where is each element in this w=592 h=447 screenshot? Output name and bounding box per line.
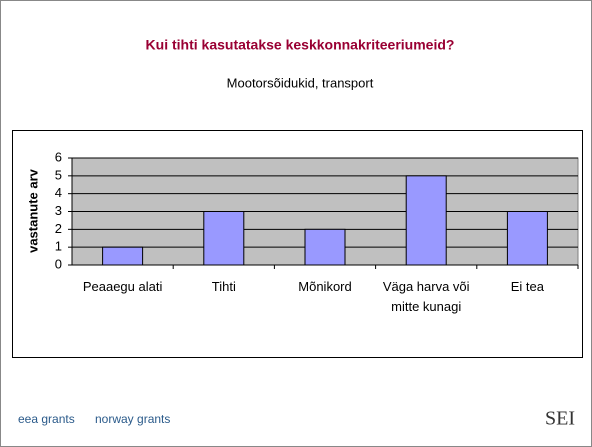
- bar: [304, 228, 346, 266]
- logo-eea: eea grants: [18, 412, 75, 426]
- bar: [405, 175, 447, 266]
- y-tick-label: 2: [55, 221, 62, 236]
- logo-norway: norway grants: [95, 412, 170, 426]
- x-tick-label: Mõnikord: [298, 279, 352, 294]
- x-tick-label: Peaaegu alati: [82, 279, 163, 294]
- x-tick-label: Ei tea: [510, 279, 545, 294]
- y-tick-label: 6: [55, 149, 62, 164]
- chart-frame: [12, 130, 583, 358]
- bar: [203, 211, 245, 266]
- y-tick-label: 1: [55, 239, 62, 254]
- chart-subtitle: Mootorsõidukid, transport: [227, 75, 374, 90]
- logo-sei: SEI: [545, 408, 575, 430]
- chart-title: Kui tihti kasutatakse keskkonnakriteeriu…: [146, 37, 455, 53]
- y-tick-label: 0: [55, 256, 62, 271]
- y-tick-label: 5: [55, 167, 62, 182]
- bar: [102, 246, 144, 266]
- y-axis-label: vastanute arv: [25, 168, 40, 253]
- bar: [506, 211, 548, 266]
- y-tick-label: 3: [55, 203, 62, 218]
- y-tick-label: 4: [55, 185, 62, 200]
- x-tick-label: Väga harva või mitte kunagi: [382, 279, 470, 314]
- x-tick-label: Tihti: [211, 279, 236, 294]
